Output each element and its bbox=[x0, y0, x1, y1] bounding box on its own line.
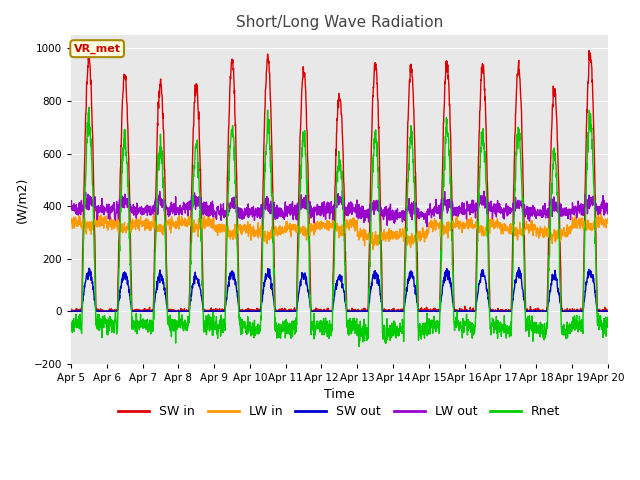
LW in bbox=[557, 237, 564, 242]
Rnet bbox=[85, 105, 93, 110]
Rnet bbox=[67, 319, 75, 325]
LW in bbox=[367, 232, 374, 238]
Rnet bbox=[604, 314, 612, 320]
SW in bbox=[67, 306, 75, 312]
SW out bbox=[604, 308, 612, 314]
SW out bbox=[67, 308, 75, 314]
Line: Rnet: Rnet bbox=[71, 108, 608, 347]
Line: SW in: SW in bbox=[71, 50, 608, 311]
Rnet bbox=[355, 331, 363, 336]
LW out bbox=[355, 208, 363, 214]
LW out bbox=[67, 203, 75, 209]
LW in bbox=[204, 208, 212, 214]
SW out bbox=[67, 308, 75, 314]
SW in bbox=[604, 308, 612, 314]
SW out bbox=[557, 302, 564, 308]
Legend: SW in, LW in, SW out, LW out, Rnet: SW in, LW in, SW out, LW out, Rnet bbox=[113, 400, 566, 423]
LW out bbox=[496, 202, 504, 207]
SW in bbox=[585, 48, 593, 53]
SW out bbox=[355, 308, 363, 314]
Line: LW out: LW out bbox=[71, 191, 608, 227]
Rnet bbox=[355, 344, 363, 349]
X-axis label: Time: Time bbox=[324, 388, 355, 401]
SW in bbox=[557, 260, 564, 265]
LW in bbox=[67, 216, 75, 222]
Rnet bbox=[496, 325, 504, 331]
SW in bbox=[217, 308, 225, 314]
LW out bbox=[339, 188, 346, 193]
LW out bbox=[572, 209, 579, 215]
Y-axis label: (W/m2): (W/m2) bbox=[15, 176, 28, 223]
SW in bbox=[572, 308, 579, 314]
Rnet bbox=[217, 326, 225, 332]
LW in bbox=[217, 225, 225, 231]
LW in bbox=[355, 230, 363, 236]
Rnet bbox=[557, 305, 564, 311]
SW out bbox=[515, 264, 523, 270]
LW in bbox=[369, 247, 376, 252]
Line: LW in: LW in bbox=[71, 211, 608, 250]
SW in bbox=[67, 308, 75, 314]
LW in bbox=[572, 220, 579, 226]
LW in bbox=[604, 216, 612, 222]
Rnet bbox=[367, 228, 374, 233]
SW in bbox=[367, 182, 374, 188]
LW in bbox=[496, 219, 504, 225]
LW out bbox=[557, 207, 564, 213]
SW out bbox=[367, 289, 374, 295]
Text: VR_met: VR_met bbox=[74, 44, 121, 54]
SW out bbox=[495, 308, 503, 314]
SW out bbox=[217, 308, 225, 314]
Title: Short/Long Wave Radiation: Short/Long Wave Radiation bbox=[236, 15, 443, 30]
LW out bbox=[367, 202, 374, 208]
LW out bbox=[217, 201, 225, 207]
SW out bbox=[572, 308, 579, 314]
LW out bbox=[423, 224, 431, 230]
LW out bbox=[604, 210, 612, 216]
SW in bbox=[495, 308, 503, 314]
Line: SW out: SW out bbox=[71, 267, 608, 311]
SW in bbox=[355, 308, 363, 314]
Rnet bbox=[572, 319, 579, 325]
